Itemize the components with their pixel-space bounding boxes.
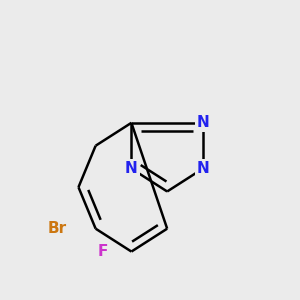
Text: N: N bbox=[196, 161, 209, 176]
Text: N: N bbox=[196, 115, 209, 130]
Text: Br: Br bbox=[47, 221, 67, 236]
Text: N: N bbox=[125, 161, 138, 176]
Text: F: F bbox=[98, 244, 108, 259]
